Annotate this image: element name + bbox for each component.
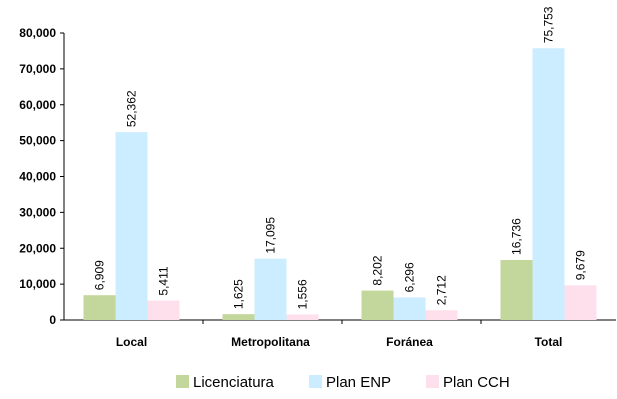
bar xyxy=(393,297,426,320)
data-label: 1,556 xyxy=(296,279,310,309)
data-label: 16,736 xyxy=(510,218,524,255)
bars: 6,909 52,362 5,411 1,625 17,095 1,556 8,202 6,2… xyxy=(83,6,597,320)
data-label: 52,362 xyxy=(125,90,139,127)
data-label: 5,411 xyxy=(157,266,171,295)
y-tick-label: 70,000 xyxy=(19,62,56,76)
data-label: 9,679 xyxy=(574,250,588,280)
legend-label: Plan ENP xyxy=(326,374,391,391)
bar xyxy=(532,48,565,320)
bar xyxy=(361,290,394,320)
data-label: 1,625 xyxy=(232,279,246,309)
legend-swatch xyxy=(176,375,189,388)
data-label: 8,202 xyxy=(371,255,385,285)
bar xyxy=(500,259,533,320)
bar xyxy=(147,300,180,320)
y-tick-label: 30,000 xyxy=(19,205,56,219)
legend-swatch xyxy=(426,375,439,388)
y-tick-label: 20,000 xyxy=(19,241,56,255)
bar xyxy=(222,314,255,320)
data-label: 6,909 xyxy=(93,260,107,290)
data-label: 2,712 xyxy=(435,275,449,305)
data-label: 17,095 xyxy=(264,217,278,254)
data-label: 6,296 xyxy=(403,262,417,292)
legend-swatch xyxy=(309,375,322,388)
bar xyxy=(564,285,597,320)
x-category-label: Local xyxy=(116,335,147,349)
legend-label: Plan CCH xyxy=(443,374,510,391)
x-category-label: Total xyxy=(535,335,563,349)
axes: 0 10,000 20,000 30,000 40,000 50,000 60,000 70,… xyxy=(19,26,616,349)
x-category-label: Metropolitana xyxy=(231,335,310,349)
y-tick-label: 10,000 xyxy=(19,277,56,291)
bar xyxy=(425,310,458,320)
bar xyxy=(83,295,116,320)
y-tick-label: 80,000 xyxy=(19,26,56,40)
data-label: 75,753 xyxy=(542,6,556,43)
legend: Licenciatura Plan ENP Plan CCH xyxy=(176,374,510,391)
y-tick-label: 0 xyxy=(49,313,56,327)
y-tick-label: 50,000 xyxy=(19,134,56,148)
bar xyxy=(254,258,287,320)
y-tick-label: 60,000 xyxy=(19,98,56,112)
legend-label: Licenciatura xyxy=(193,374,275,391)
bar xyxy=(115,132,148,320)
bar xyxy=(286,314,319,320)
x-category-label: Foránea xyxy=(386,335,433,349)
y-tick-label: 40,000 xyxy=(19,170,56,184)
